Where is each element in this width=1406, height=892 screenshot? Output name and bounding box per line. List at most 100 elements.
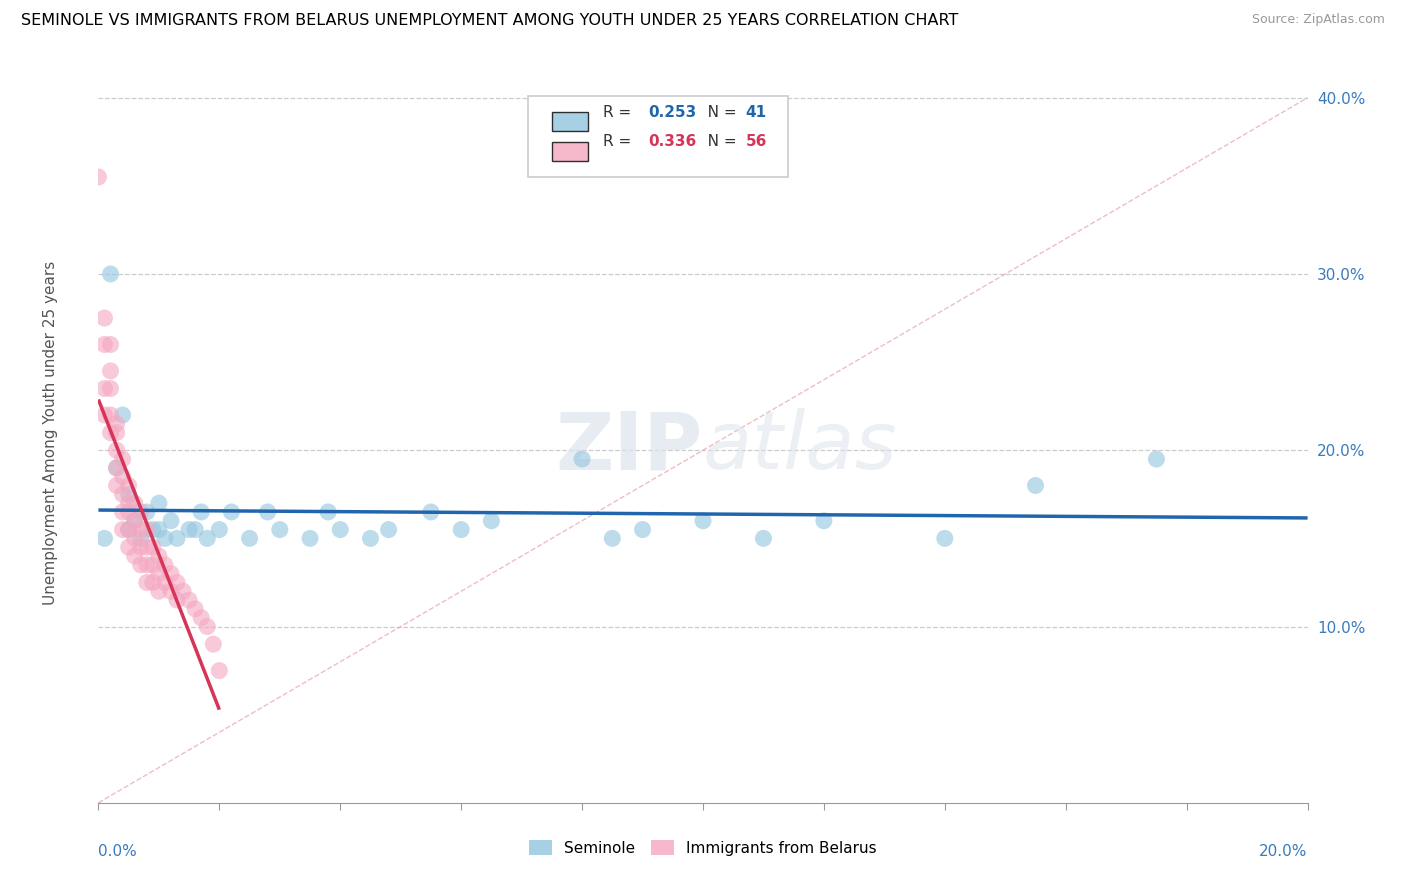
Point	[148, 496, 170, 510]
Text: 20.0%: 20.0%	[1260, 844, 1308, 858]
Point	[190, 610, 212, 624]
Text: 0.336: 0.336	[648, 135, 697, 149]
Point	[148, 549, 170, 563]
Point	[111, 523, 134, 537]
Point	[316, 505, 339, 519]
Point	[135, 540, 157, 554]
Point	[129, 540, 152, 554]
Point	[190, 505, 212, 519]
Text: ZIP: ZIP	[555, 409, 703, 486]
Text: 0.253: 0.253	[648, 104, 697, 120]
Point	[153, 532, 176, 546]
Point	[100, 364, 122, 378]
Point	[124, 549, 146, 563]
Point	[129, 523, 152, 537]
Point	[160, 514, 183, 528]
FancyBboxPatch shape	[551, 112, 588, 131]
Point	[105, 478, 128, 492]
Text: atlas: atlas	[703, 409, 898, 486]
Point	[166, 532, 188, 546]
Point	[129, 558, 152, 572]
Point	[93, 311, 115, 326]
Point	[105, 461, 128, 475]
Point	[124, 514, 146, 528]
Point	[195, 532, 218, 546]
Point	[481, 514, 503, 528]
Point	[692, 514, 714, 528]
Point	[360, 532, 382, 546]
Point	[172, 584, 194, 599]
Point	[93, 337, 115, 351]
Point	[142, 540, 165, 554]
Point	[148, 566, 170, 581]
Point	[208, 664, 231, 678]
Point	[377, 523, 399, 537]
Point	[202, 637, 225, 651]
Text: N =: N =	[693, 104, 742, 120]
Point	[184, 602, 207, 616]
Point	[124, 532, 146, 546]
Point	[195, 619, 218, 633]
Point	[93, 408, 115, 422]
Text: Source: ZipAtlas.com: Source: ZipAtlas.com	[1251, 13, 1385, 27]
Point	[118, 505, 141, 519]
Point	[135, 505, 157, 519]
Point	[934, 532, 956, 546]
Point	[111, 505, 134, 519]
Point	[111, 452, 134, 467]
Point	[166, 575, 188, 590]
Point	[148, 523, 170, 537]
Point	[256, 505, 278, 519]
Point	[93, 382, 115, 396]
Point	[129, 505, 152, 519]
Point	[269, 523, 291, 537]
Point	[135, 523, 157, 537]
Point	[184, 523, 207, 537]
Point	[135, 558, 157, 572]
Point	[124, 514, 146, 528]
Point	[135, 575, 157, 590]
Point	[221, 505, 243, 519]
Text: Unemployment Among Youth under 25 years: Unemployment Among Youth under 25 years	[42, 260, 58, 605]
Point	[602, 532, 624, 546]
Point	[813, 514, 835, 528]
Point	[105, 443, 128, 458]
Point	[299, 532, 322, 546]
FancyBboxPatch shape	[527, 95, 787, 178]
Point	[111, 487, 134, 501]
Text: 56: 56	[745, 135, 766, 149]
Point	[105, 417, 128, 431]
Point	[105, 425, 128, 440]
Point	[450, 523, 472, 537]
Point	[118, 487, 141, 501]
Point	[1144, 452, 1167, 467]
Point	[100, 337, 122, 351]
Point	[160, 566, 183, 581]
Point	[179, 593, 201, 607]
Point	[752, 532, 775, 546]
Point	[166, 593, 188, 607]
Point	[100, 425, 122, 440]
Point	[153, 558, 176, 572]
Point	[118, 496, 141, 510]
Legend: Seminole, Immigrants from Belarus: Seminole, Immigrants from Belarus	[523, 834, 883, 862]
Point	[239, 532, 262, 546]
Point	[179, 523, 201, 537]
Point	[105, 461, 128, 475]
Text: R =: R =	[603, 135, 636, 149]
Point	[118, 523, 141, 537]
Point	[148, 584, 170, 599]
Text: 41: 41	[745, 104, 766, 120]
Point	[118, 523, 141, 537]
Text: SEMINOLE VS IMMIGRANTS FROM BELARUS UNEMPLOYMENT AMONG YOUTH UNDER 25 YEARS CORR: SEMINOLE VS IMMIGRANTS FROM BELARUS UNEM…	[21, 13, 959, 29]
Point	[111, 469, 134, 483]
Point	[111, 408, 134, 422]
Point	[124, 496, 146, 510]
Point	[631, 523, 654, 537]
Point	[208, 523, 231, 537]
Point	[142, 558, 165, 572]
Point	[571, 452, 593, 467]
Point	[329, 523, 352, 537]
Point	[142, 523, 165, 537]
Text: 0.0%: 0.0%	[98, 844, 138, 858]
